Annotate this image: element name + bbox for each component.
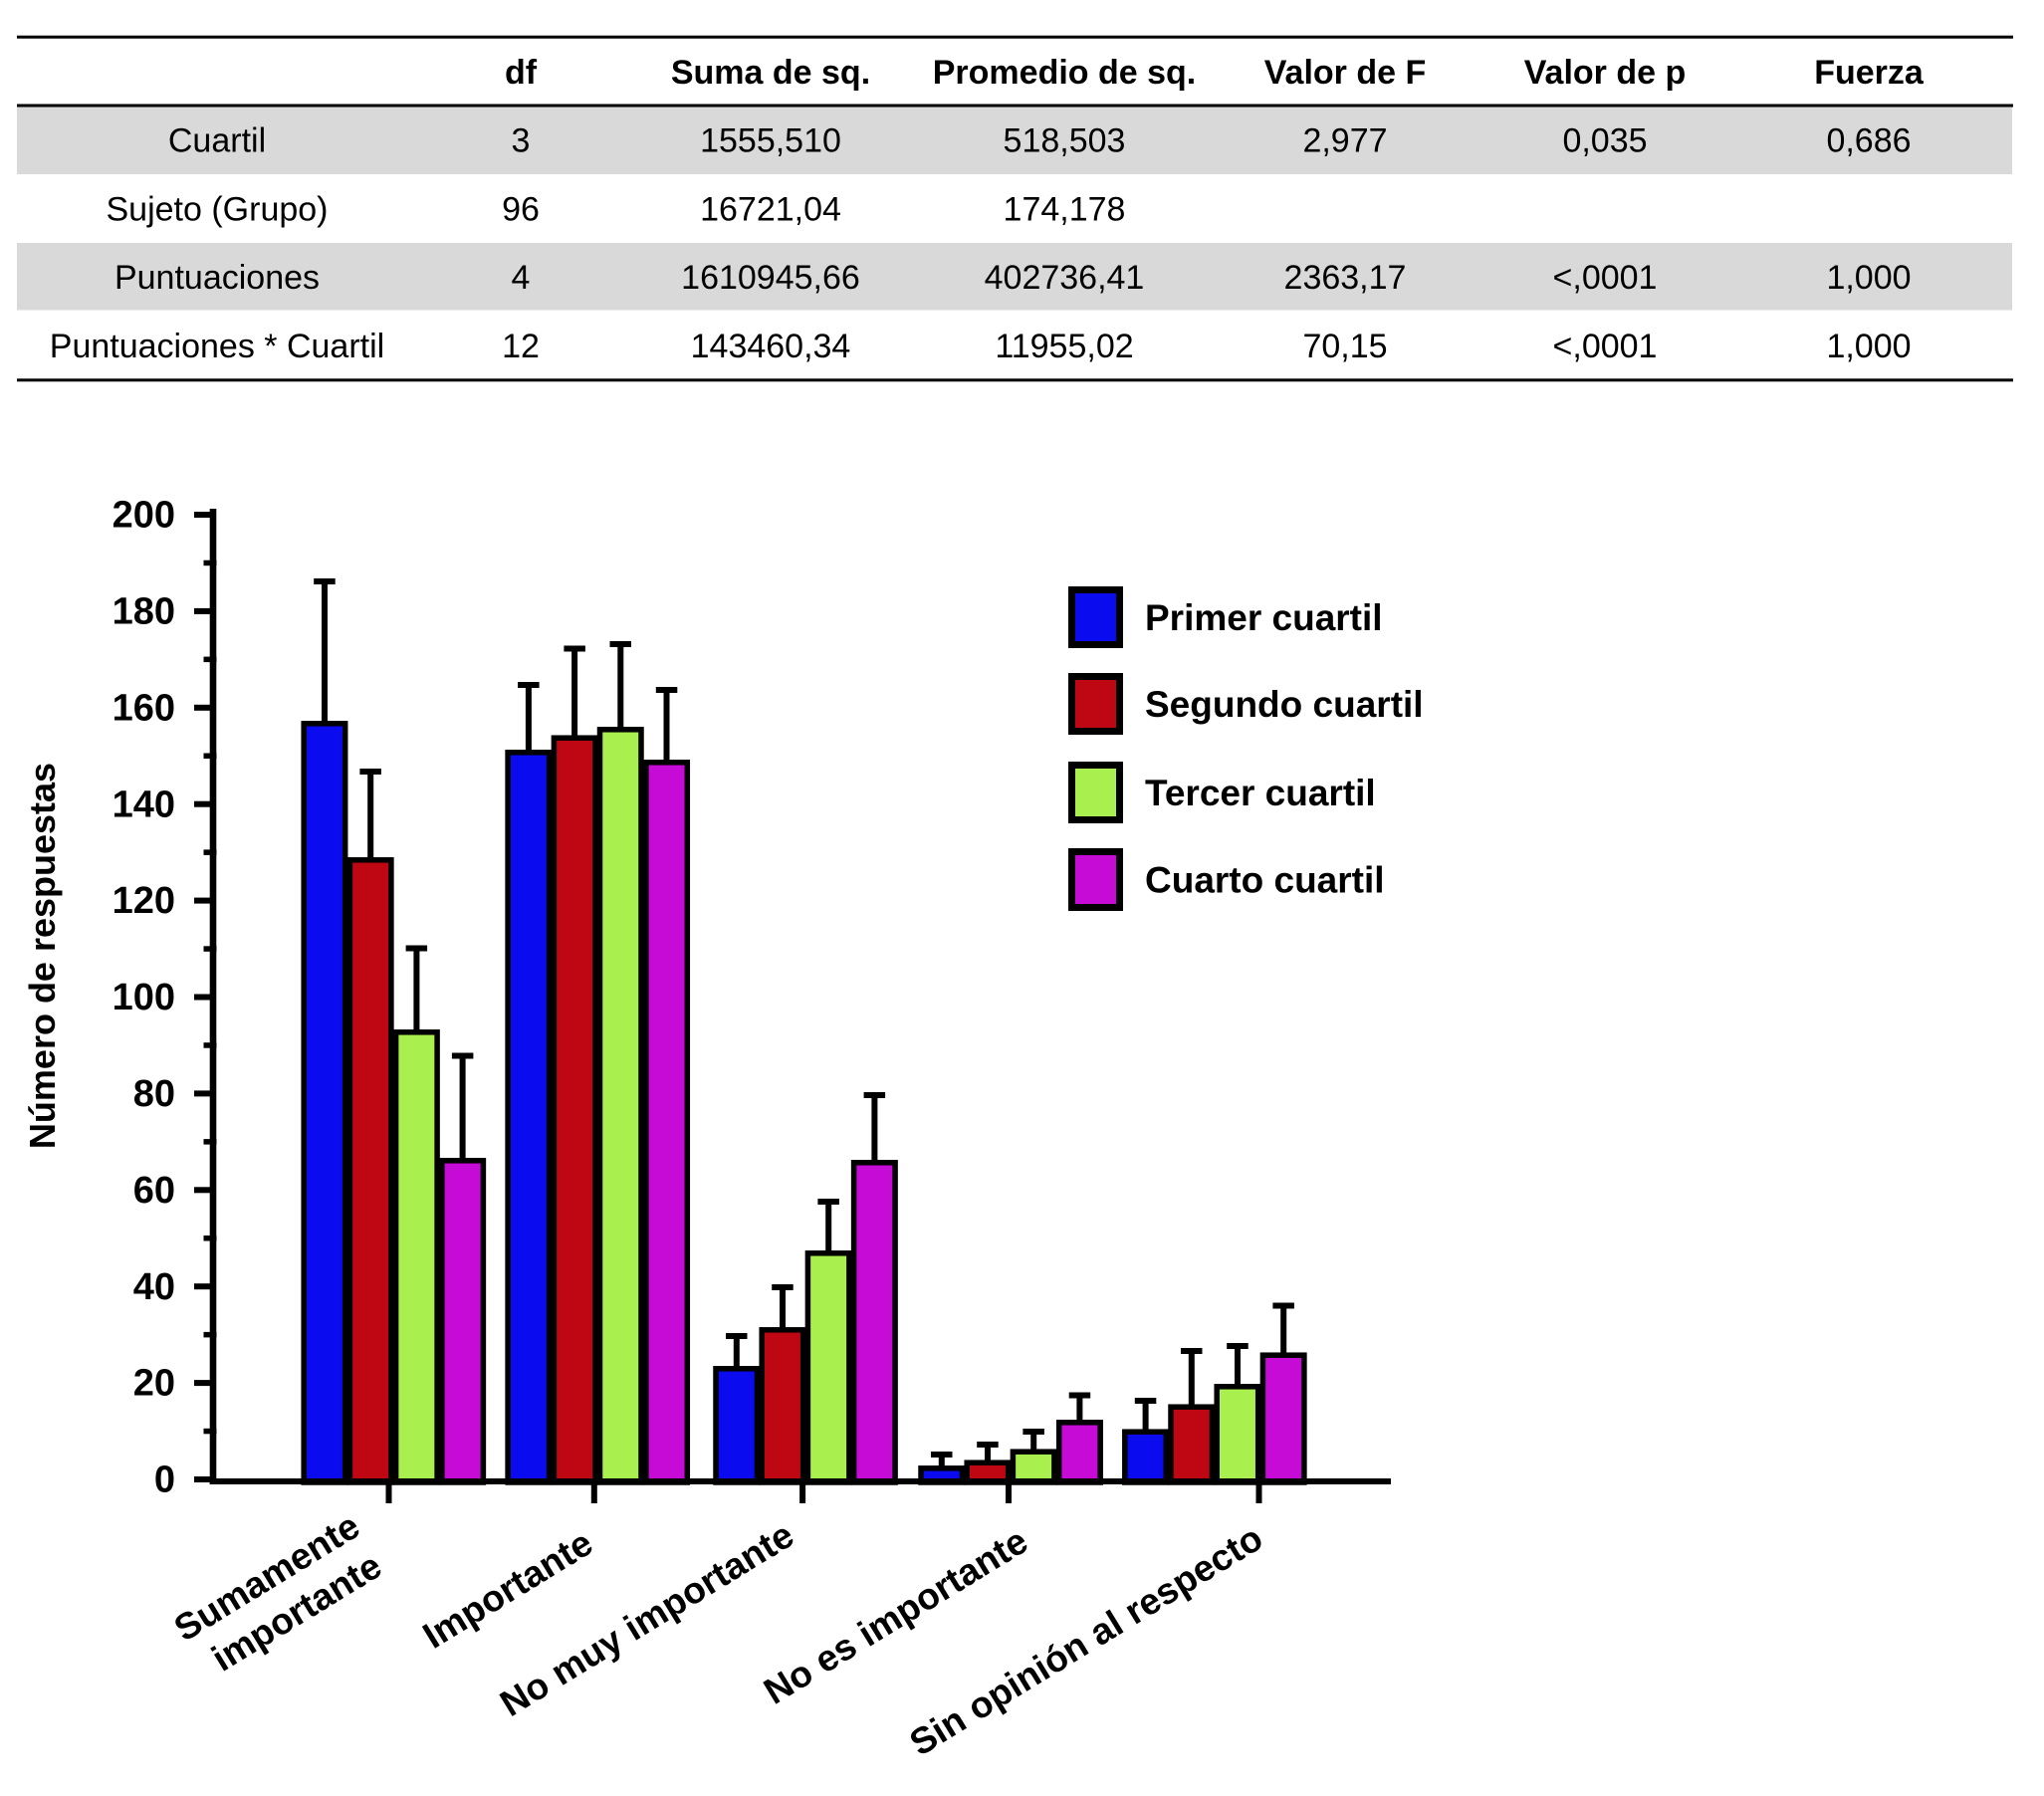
svg-text:Segundo cuartil: Segundo cuartil — [1145, 684, 1424, 725]
svg-text:Cuarto cuartil: Cuarto cuartil — [1145, 860, 1385, 901]
svg-text:518,503: 518,503 — [1004, 122, 1126, 160]
svg-text:96: 96 — [502, 190, 540, 228]
svg-text:Valor de p: Valor de p — [1524, 54, 1687, 92]
svg-text:Sujeto (Grupo): Sujeto (Grupo) — [107, 190, 329, 228]
svg-text:200: 200 — [113, 495, 175, 537]
svg-text:20: 20 — [133, 1363, 175, 1405]
svg-text:Valor de F: Valor de F — [1264, 54, 1427, 92]
svg-text:1555,510: 1555,510 — [700, 122, 841, 160]
svg-text:2363,17: 2363,17 — [1284, 259, 1407, 297]
svg-text:0: 0 — [154, 1459, 175, 1501]
svg-text:100: 100 — [113, 977, 175, 1018]
svg-text:Puntuaciones: Puntuaciones — [114, 259, 320, 297]
svg-text:40: 40 — [133, 1266, 175, 1308]
svg-text:Cuartil: Cuartil — [168, 122, 266, 160]
svg-text:1,000: 1,000 — [1826, 259, 1911, 297]
svg-text:402736,41: 402736,41 — [985, 259, 1145, 297]
svg-text:Fuerza: Fuerza — [1814, 54, 1925, 92]
svg-text:df: df — [505, 54, 538, 92]
svg-text:4: 4 — [512, 259, 531, 297]
svg-text:3: 3 — [512, 122, 531, 160]
svg-text:160: 160 — [113, 687, 175, 729]
svg-text:Puntuaciones * Cuartil: Puntuaciones * Cuartil — [50, 328, 384, 365]
svg-text:2,977: 2,977 — [1302, 122, 1387, 160]
svg-text:12: 12 — [502, 328, 540, 365]
svg-text:80: 80 — [133, 1073, 175, 1115]
svg-text:120: 120 — [113, 880, 175, 922]
svg-text:180: 180 — [113, 591, 175, 633]
svg-text:Número de respuestas: Número de respuestas — [22, 763, 63, 1149]
svg-text:1610945,66: 1610945,66 — [681, 259, 860, 297]
svg-text:11955,02: 11955,02 — [995, 328, 1133, 365]
svg-text:174,178: 174,178 — [1004, 190, 1126, 228]
svg-text:Suma de sq.: Suma de sq. — [671, 54, 870, 92]
svg-text:140: 140 — [113, 784, 175, 825]
svg-text:16721,04: 16721,04 — [700, 190, 841, 228]
svg-text:143460,34: 143460,34 — [691, 328, 851, 365]
svg-text:70,15: 70,15 — [1302, 328, 1387, 365]
svg-text:<,0001: <,0001 — [1553, 328, 1658, 365]
svg-text:Promedio de sq.: Promedio de sq. — [933, 54, 1197, 92]
svg-text:1,000: 1,000 — [1826, 328, 1911, 365]
svg-text:0,686: 0,686 — [1826, 122, 1911, 160]
svg-text:0,035: 0,035 — [1562, 122, 1647, 160]
svg-text:Primer cuartil: Primer cuartil — [1145, 597, 1383, 638]
svg-text:Tercer cuartil: Tercer cuartil — [1145, 773, 1376, 813]
svg-text:<,0001: <,0001 — [1553, 259, 1658, 297]
svg-text:60: 60 — [133, 1170, 175, 1212]
